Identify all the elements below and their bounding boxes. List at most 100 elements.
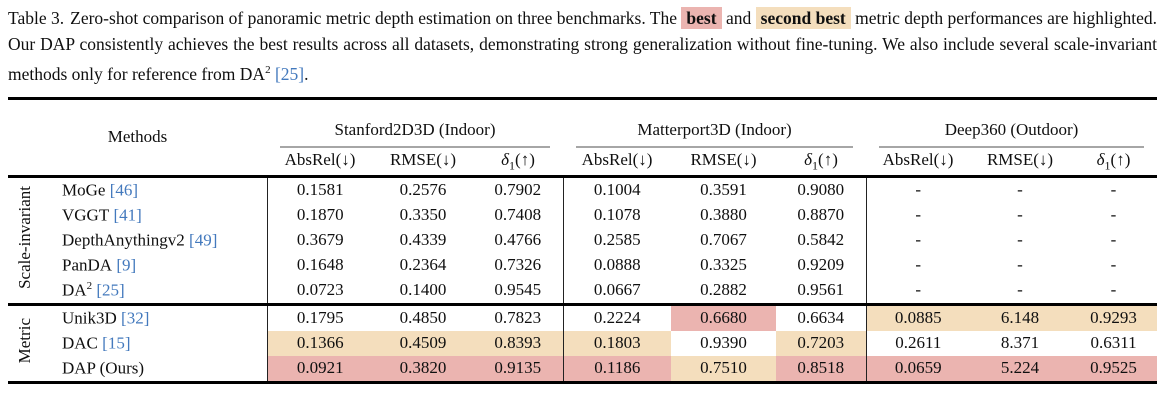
metric-value: 0.0885 <box>865 302 971 331</box>
metric-value: 0.4766 <box>494 230 542 250</box>
metric-value: 0.1803 <box>562 330 672 356</box>
citation-link[interactable]: [25] <box>274 63 305 84</box>
section-label-scale-invariant: Scale-invariant <box>15 186 34 290</box>
citation-link[interactable]: [25] <box>96 280 125 300</box>
metric-value: 0.6311 <box>1090 333 1137 353</box>
metric-header-rmse: RMSE(↓) <box>373 147 473 178</box>
citation-link[interactable]: [41] <box>113 205 142 225</box>
method-name: MoGe [46] <box>62 180 139 200</box>
method-name: DepthAnythingv2 [49] <box>62 230 218 250</box>
metric-header-rmse: RMSE(↓) <box>970 147 1071 178</box>
metric-value: 0.8870 <box>797 205 845 225</box>
metric-value: 8.371 <box>1000 333 1040 353</box>
metric-value: 0.2882 <box>700 280 747 300</box>
metric-value: 0.4339 <box>399 230 447 250</box>
caption-text: metric depth performances are highlighte… <box>8 8 1158 84</box>
metric-value: 0.9080 <box>797 180 845 200</box>
metric-header-delta1: δ1(↑) <box>1070 147 1158 178</box>
metric-value: 0.9525 <box>1070 355 1158 383</box>
method-name: VGGT [41] <box>62 205 142 225</box>
table-row: Scale-invariant MoGe [46] 0.1581 0.2576 … <box>8 176 1157 289</box>
metric-value: 0.2364 <box>399 255 447 275</box>
metric-value: 0.1078 <box>562 202 672 228</box>
metric-value: - <box>1017 280 1023 300</box>
metric-value: 0.7823 <box>473 302 564 331</box>
metric-value: 0.2611 <box>865 330 971 356</box>
metric-value: 0.9209 <box>797 255 845 275</box>
metric-value: - <box>1017 255 1023 275</box>
metric-value: 0.8518 <box>776 355 867 383</box>
metric-value: 0.9561 <box>797 280 845 300</box>
caption-text: . <box>304 63 309 84</box>
metric-value: - <box>1110 255 1117 275</box>
metric-value: 0.0659 <box>865 355 971 383</box>
metric-value: - <box>865 277 971 305</box>
metric-value: 0.1795 <box>266 302 373 331</box>
metric-header-absrel: AbsRel(↓) <box>563 147 672 178</box>
metric-value: - <box>865 202 971 228</box>
metric-value: 0.3820 <box>373 355 473 383</box>
metric-value: 0.1870 <box>266 202 373 228</box>
metric-value: - <box>1110 205 1117 225</box>
group-header-stanford2d3d: Stanford2D3D (Indoor) <box>267 98 563 148</box>
metric-value: 0.5842 <box>797 230 845 250</box>
table-figure: Table 3. Zero-shot comparison of panorami… <box>8 7 1158 384</box>
metric-value: 0.8393 <box>473 330 564 356</box>
metric-value: 0.3350 <box>399 205 447 225</box>
caption-text: Zero-shot comparison of panoramic metric… <box>70 8 678 28</box>
citation-link[interactable]: [49] <box>189 230 218 250</box>
group-header-deep360: Deep360 (Outdoor) <box>866 98 1157 148</box>
second-best-highlight-legend: second best <box>755 7 851 29</box>
metric-header-delta1: δ1(↑) <box>776 147 867 178</box>
caption-table-number: Table 3. <box>8 8 65 28</box>
section-label-metric: Metric <box>8 302 42 383</box>
method-name: DA2 [25] <box>62 280 125 300</box>
method-name: DAP (Ours) <box>62 358 145 378</box>
metric-value: 0.1004 <box>562 176 672 203</box>
metric-value: 0.7067 <box>700 230 747 250</box>
metric-header-absrel: AbsRel(↓) <box>267 147 373 178</box>
metric-value: 0.6680 <box>671 302 777 331</box>
method-name: DAC [15] <box>62 333 131 353</box>
table-row: DAC [15] 0.1366 0.4509 0.8393 0.1803 0.9… <box>8 330 1157 356</box>
metric-value: 0.2576 <box>399 180 447 200</box>
citation-link[interactable]: [15] <box>102 333 131 353</box>
metric-value: 0.2224 <box>562 302 672 331</box>
metric-value: 0.4509 <box>373 330 473 356</box>
metric-value: 6.148 <box>970 302 1071 331</box>
metric-value: 0.1581 <box>266 176 373 203</box>
metric-value: 0.7902 <box>494 180 542 200</box>
table-row: DAP (Ours) 0.0921 0.3820 0.9135 0.1186 0… <box>8 355 1158 383</box>
group-header-matterport3d: Matterport3D (Indoor) <box>563 98 866 148</box>
metric-value: 0.4850 <box>373 302 473 331</box>
metric-value: 0.0921 <box>266 355 373 383</box>
metric-value: 0.0667 <box>562 277 672 305</box>
citation-link[interactable]: [9] <box>116 255 137 275</box>
methods-header: Methods <box>8 98 267 178</box>
best-highlight-legend: best <box>681 7 722 29</box>
metric-value: - <box>865 252 971 278</box>
metric-value: 0.9293 <box>1070 302 1158 331</box>
table-row: VGGT [41] 0.1870 0.3350 0.7408 0.1078 0.… <box>8 202 1157 228</box>
metric-value: 0.3679 <box>266 227 373 253</box>
method-name: Unik3D [32] <box>42 302 267 331</box>
table-row: DA2 [25] 0.0723 0.1400 0.9545 0.0667 0.2… <box>8 277 1157 305</box>
metric-value: 0.6634 <box>776 302 867 331</box>
metric-value: - <box>865 227 971 253</box>
metric-value: - <box>1110 180 1117 200</box>
metric-value: 0.1186 <box>562 355 672 383</box>
metric-value: 0.7510 <box>671 355 777 383</box>
metric-value: - <box>1017 230 1023 250</box>
table-row: PanDA [9] 0.1648 0.2364 0.7326 0.0888 0.… <box>8 252 1157 278</box>
metric-value: 0.7203 <box>776 330 867 356</box>
metric-value: 0.1400 <box>399 280 447 300</box>
citation-link[interactable]: [46] <box>109 180 139 200</box>
table-row: Metric Unik3D [32] 0.1795 0.4850 0.7823 … <box>8 302 1158 383</box>
metric-value: 0.0888 <box>562 252 672 278</box>
metric-value: - <box>1110 230 1117 250</box>
citation-link[interactable]: [32] <box>121 308 150 328</box>
metric-value: 0.0723 <box>266 277 373 305</box>
table-row: DepthAnythingv2 [49] 0.3679 0.4339 0.476… <box>8 227 1157 253</box>
metric-value: 0.2585 <box>562 227 672 253</box>
superscript: 2 <box>265 64 271 76</box>
